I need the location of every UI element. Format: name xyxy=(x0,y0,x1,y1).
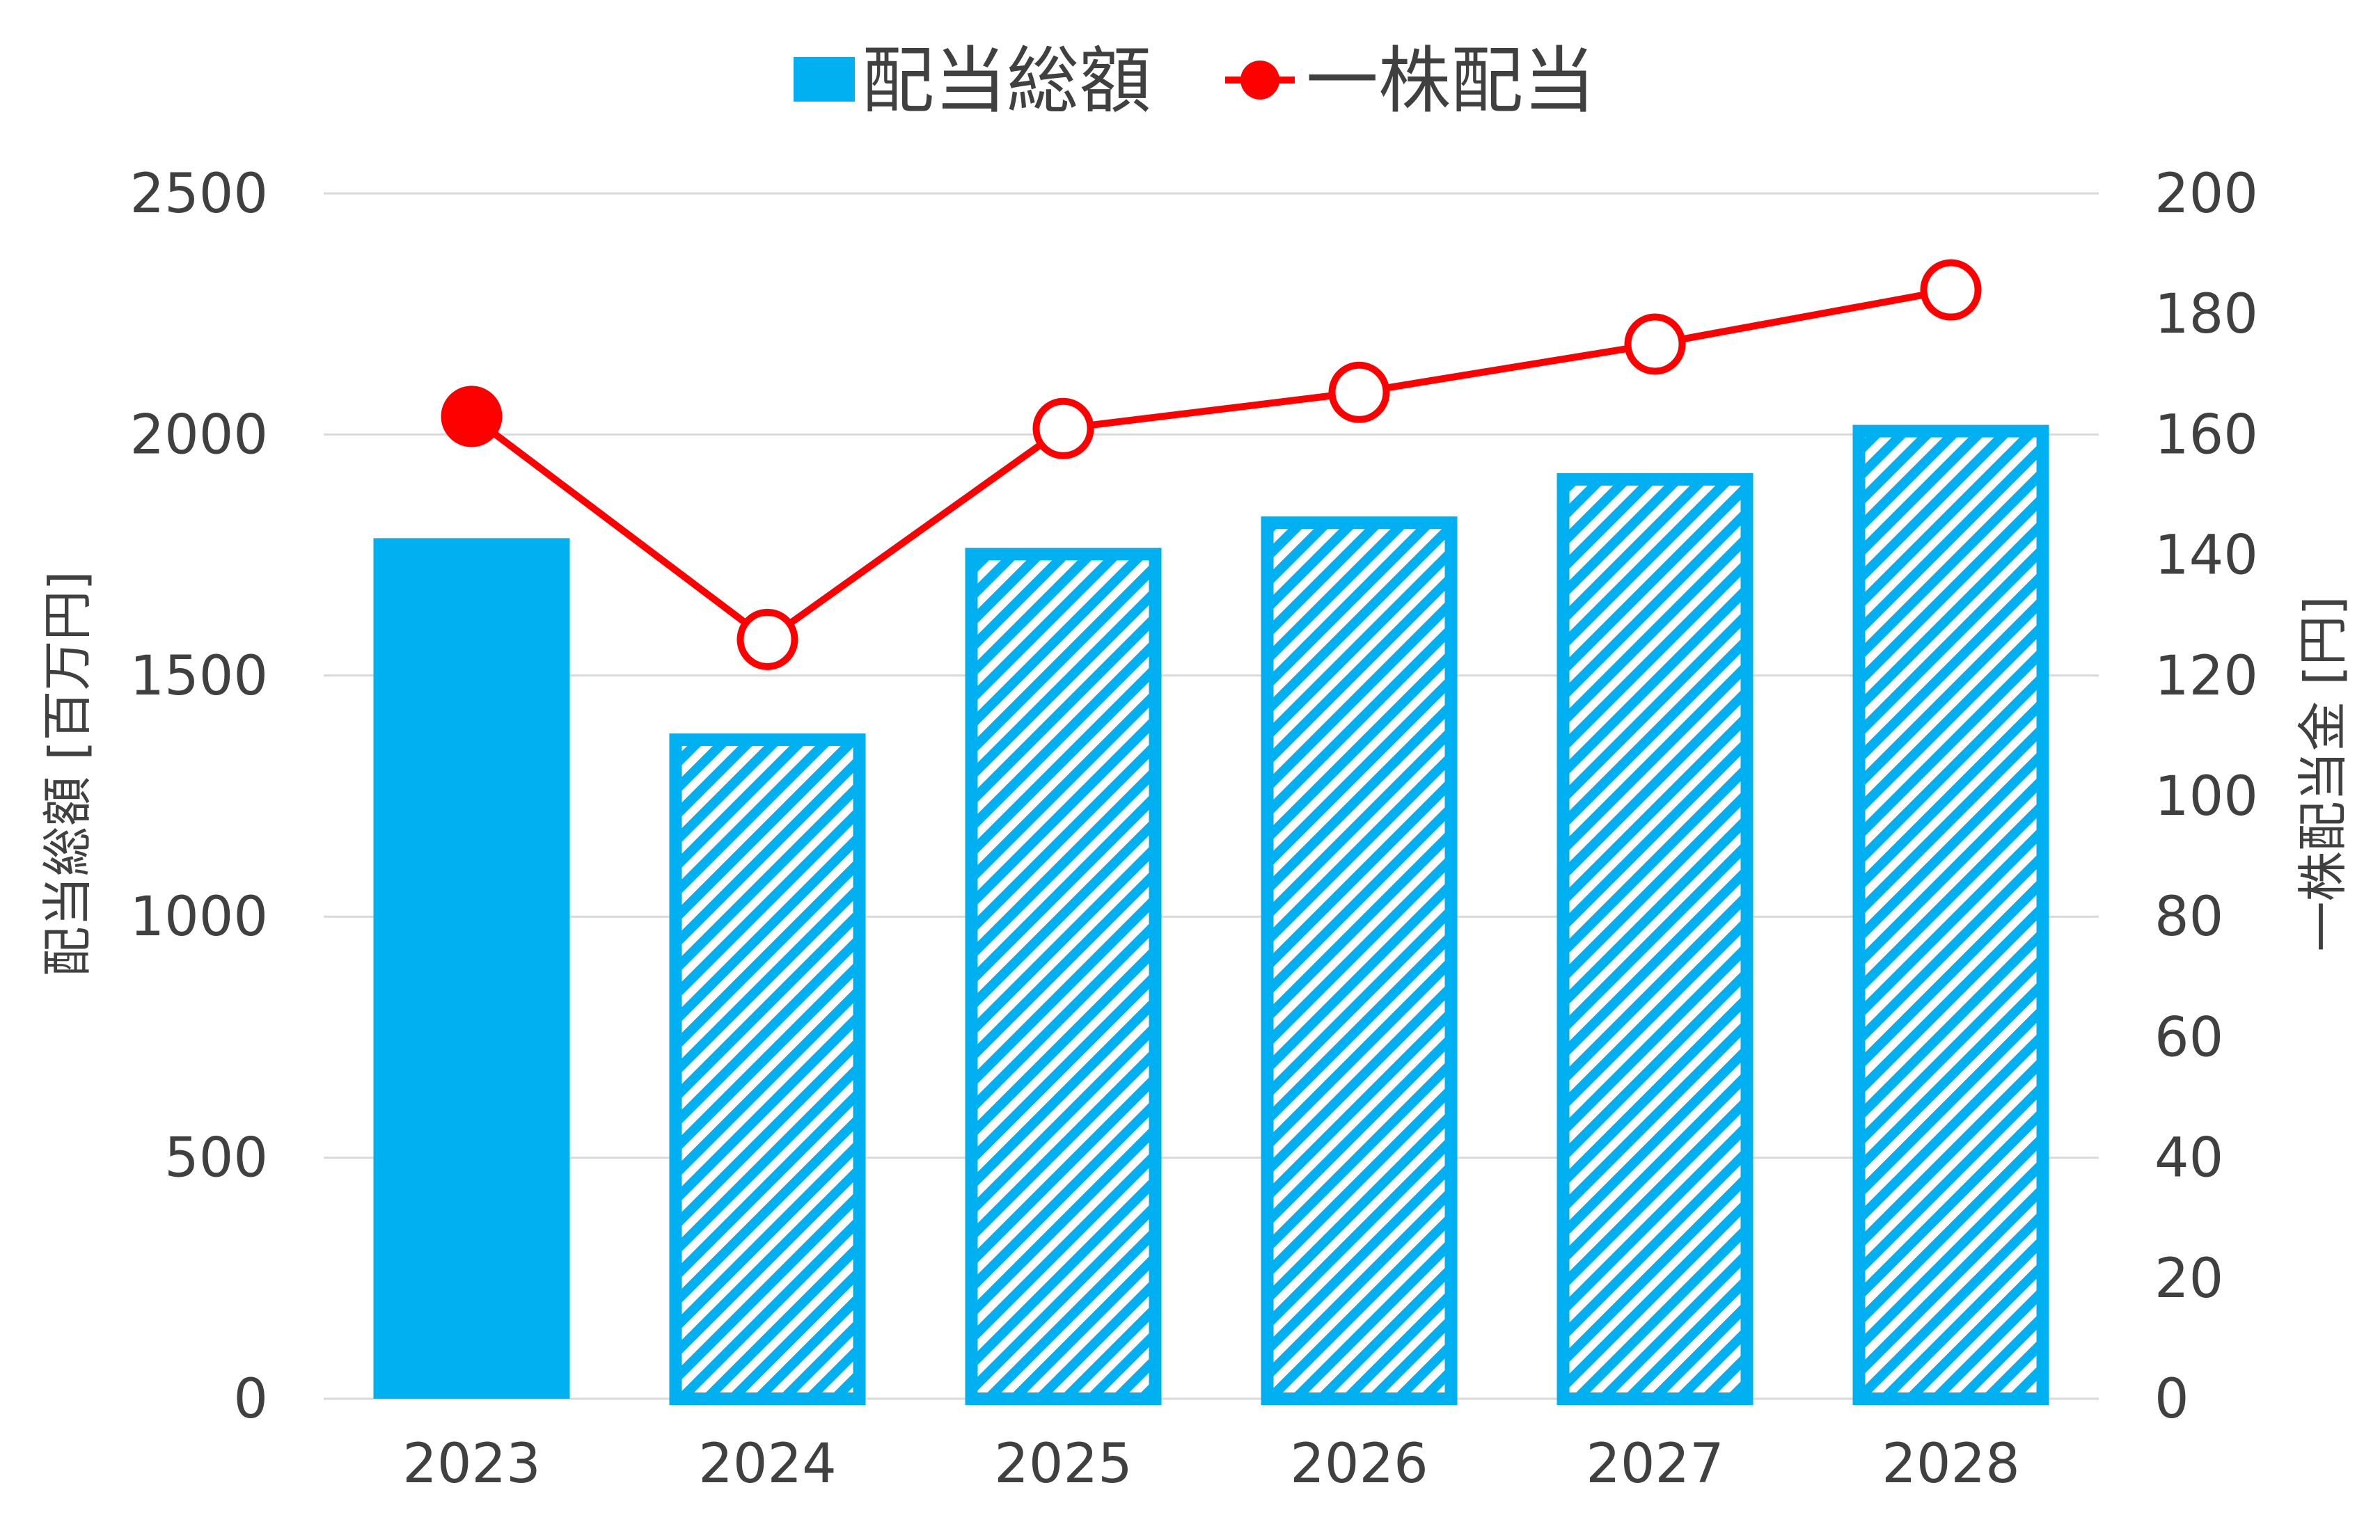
right-tick-label: 120 xyxy=(2154,645,2258,708)
line-point-2028 xyxy=(1920,259,1982,321)
right-tick-label: 100 xyxy=(2154,765,2258,828)
legend-bar-label: 配当総額 xyxy=(862,38,1151,123)
left-tick-label: 2000 xyxy=(129,404,268,466)
right-tick-label: 40 xyxy=(2154,1127,2223,1190)
x-tick-label: 2028 xyxy=(1882,1433,2020,1495)
right-tick-label: 80 xyxy=(2154,886,2223,948)
bar-2026 xyxy=(1261,516,1458,1405)
line-point-2024 xyxy=(736,608,798,670)
right-tick-label: 180 xyxy=(2154,283,2258,346)
right-tick-label: 140 xyxy=(2154,525,2258,587)
gridlines xyxy=(324,192,2099,1400)
right-tick-label: 0 xyxy=(2154,1368,2189,1431)
x-tick-label: 2026 xyxy=(1290,1433,1428,1495)
right-tick-label: 20 xyxy=(2154,1248,2223,1310)
left-tick-label: 500 xyxy=(164,1127,268,1190)
line-series xyxy=(441,259,1982,670)
x-tick-label: 2027 xyxy=(1586,1433,1724,1495)
legend-line-label: 一株配当 xyxy=(1306,38,1595,123)
x-axis-ticks: 2023 2024 2025 2026 2027 2028 xyxy=(402,1433,2020,1495)
legend-line-marker xyxy=(1240,61,1279,100)
left-tick-label: 2500 xyxy=(129,163,268,225)
left-tick-label: 1000 xyxy=(129,886,268,948)
bar-series xyxy=(373,424,2049,1406)
bar-2028 xyxy=(1852,424,2049,1406)
line-point-2027 xyxy=(1624,313,1686,375)
left-tick-label: 0 xyxy=(233,1368,268,1431)
line-point-2023 xyxy=(441,386,503,447)
x-tick-label: 2023 xyxy=(402,1433,541,1495)
left-tick-label: 1500 xyxy=(129,645,268,708)
right-axis-ticks: 0 20 40 60 80 100 120 140 160 180 200 xyxy=(2154,163,2258,1431)
bar-2023 xyxy=(373,538,570,1399)
line-point-2025 xyxy=(1032,397,1094,459)
line-point-2026 xyxy=(1328,361,1390,423)
left-axis-ticks: 0 500 1000 1500 2000 2500 xyxy=(129,163,268,1431)
bar-2024 xyxy=(669,733,866,1406)
right-tick-label: 160 xyxy=(2154,404,2258,466)
bar-2027 xyxy=(1557,473,1754,1405)
right-axis-title: 一株配当金 [円] xyxy=(2294,596,2352,951)
left-axis-title: 配当総額 [百万円] xyxy=(38,571,97,976)
x-tick-label: 2025 xyxy=(994,1433,1133,1495)
legend-bar-swatch xyxy=(794,57,855,102)
legend: 配当総額 一株配当 xyxy=(794,38,1595,123)
line-path xyxy=(469,286,1952,643)
x-tick-label: 2024 xyxy=(698,1433,837,1495)
right-tick-label: 60 xyxy=(2154,1006,2223,1069)
right-tick-label: 200 xyxy=(2154,163,2258,225)
bar-2025 xyxy=(965,548,1162,1405)
